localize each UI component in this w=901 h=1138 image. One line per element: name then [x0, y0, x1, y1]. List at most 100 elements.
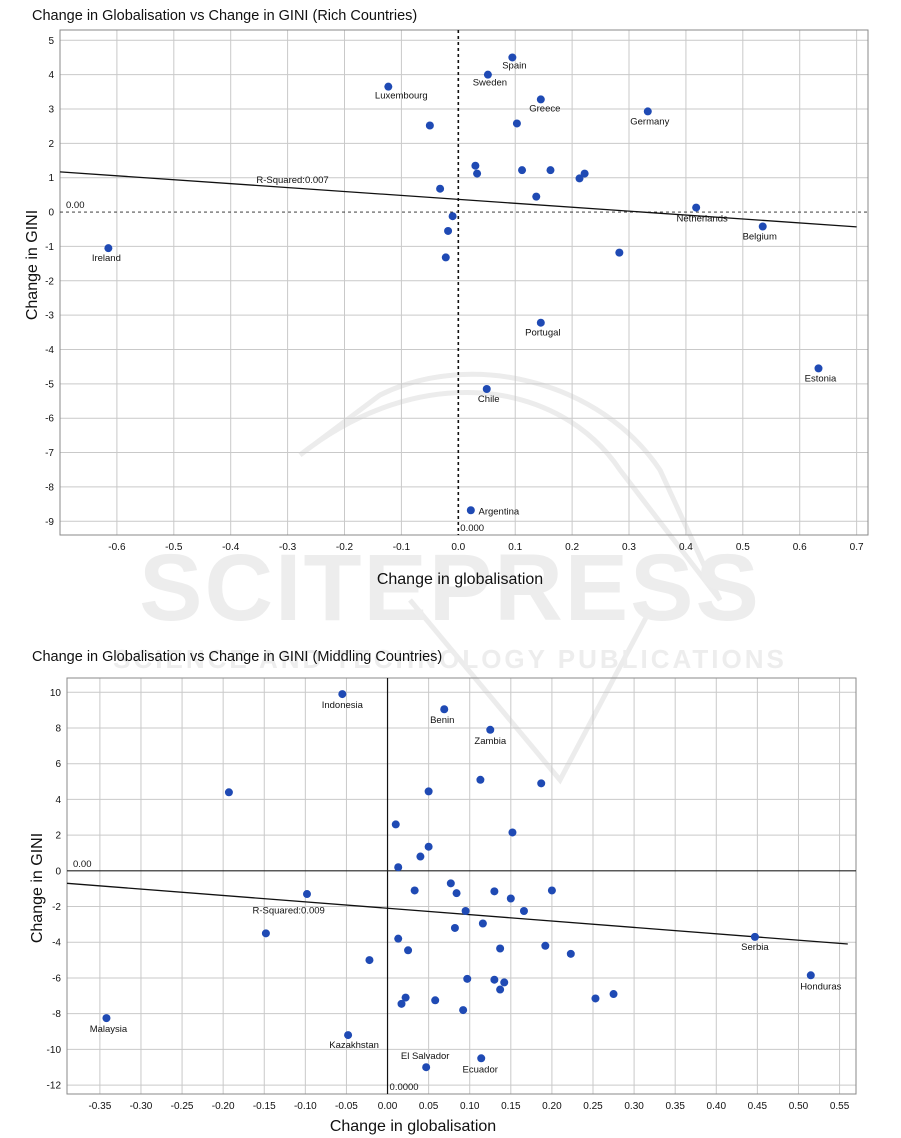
data-point — [471, 161, 480, 170]
x-tick-label: 0.0 — [451, 542, 465, 553]
trend-line — [59, 171, 857, 228]
data-point — [758, 222, 767, 231]
data-point — [450, 923, 459, 932]
data-point — [448, 212, 457, 221]
point-label: Argentina — [478, 506, 519, 517]
y-tick-label: 2 — [55, 831, 61, 842]
y-tick-label: -3 — [45, 311, 54, 322]
x-tick-label: 0.45 — [748, 1101, 768, 1112]
watermark-sub-text: SCIENCE AND TECHNOLOGY PUBLICATIONS — [113, 644, 787, 674]
y-tick-label: -8 — [52, 1009, 61, 1020]
y-axis-title: Change in GINI — [29, 833, 46, 943]
data-point — [401, 993, 410, 1002]
x-tick-label: 0.50 — [789, 1101, 809, 1112]
point-label: Germany — [630, 116, 669, 127]
point-label: Estonia — [805, 373, 837, 384]
chart-title: Change in Globalisation vs Change in GIN… — [32, 649, 442, 665]
x-tick-label: -0.15 — [253, 1101, 276, 1112]
x-tick-label: -0.1 — [393, 542, 411, 553]
point-label: Malaysia — [90, 1024, 128, 1035]
data-point — [486, 725, 495, 734]
data-point — [416, 852, 425, 861]
data-point — [536, 318, 545, 327]
data-point — [394, 934, 403, 943]
data-point — [463, 974, 472, 983]
data-point — [580, 169, 589, 178]
x-tick-label: 0.2 — [565, 542, 579, 553]
x-tick-label: 0.6 — [793, 542, 807, 553]
zero-y-label: 0.00 — [66, 200, 85, 211]
point-label: Ecuador — [463, 1064, 498, 1075]
data-point — [104, 244, 113, 253]
data-point — [441, 253, 450, 262]
data-point — [609, 990, 618, 999]
x-tick-label: -0.2 — [336, 542, 354, 553]
data-point — [344, 1031, 353, 1040]
data-point — [444, 226, 453, 235]
y-tick-label: -2 — [52, 902, 61, 913]
point-label: Belgium — [743, 232, 777, 243]
x-tick-label: 0.10 — [460, 1101, 480, 1112]
zero-y-label: 0.00 — [73, 859, 92, 870]
data-point — [537, 779, 546, 788]
y-tick-label: -7 — [45, 448, 54, 459]
data-point — [473, 169, 482, 178]
point-label: Honduras — [800, 981, 841, 992]
data-point — [536, 95, 545, 104]
data-point — [483, 70, 492, 79]
y-tick-label: -6 — [52, 973, 61, 984]
point-label: Luxembourg — [375, 91, 428, 102]
data-point — [394, 863, 403, 872]
x-tick-label: -0.35 — [88, 1101, 111, 1112]
x-tick-label: 0.3 — [622, 542, 636, 553]
point-label: Spain — [502, 60, 526, 71]
data-point — [506, 894, 515, 903]
data-point — [519, 906, 528, 915]
data-point — [496, 944, 505, 953]
x-tick-label: 0.7 — [850, 542, 864, 553]
point-label: Ireland — [92, 253, 121, 264]
middling-countries-chart: -0.35 -0.30 -0.25 -0.20 -0.15 -0.10 -0.05 0.00 0… — [29, 649, 857, 1135]
x-tick-label: 0.00 — [378, 1101, 398, 1112]
data-point — [566, 949, 575, 958]
data-point — [384, 82, 393, 91]
data-point — [478, 919, 487, 928]
y-tick-label: -6 — [45, 414, 54, 425]
data-point — [591, 994, 600, 1003]
data-point — [302, 890, 311, 899]
y-tick-label: -5 — [45, 379, 54, 390]
point-label: Kazakhstan — [329, 1040, 379, 1051]
data-point — [461, 906, 470, 915]
chart-title: Change in Globalisation vs Change in GIN… — [32, 8, 417, 24]
data-point — [518, 166, 527, 175]
x-tick-label: -0.25 — [171, 1101, 194, 1112]
x-axis-title: Change in globalisation — [377, 571, 543, 588]
data-point — [512, 119, 521, 128]
data-point — [391, 820, 400, 829]
data-point — [425, 121, 434, 130]
plot-frame — [66, 677, 857, 1095]
data-point — [446, 879, 455, 888]
x-tick-label: -0.3 — [279, 542, 297, 553]
data-point — [422, 1063, 431, 1072]
y-tick-label: 2 — [48, 139, 54, 150]
data-point — [102, 1014, 111, 1023]
data-point — [459, 1006, 468, 1015]
data-point — [532, 192, 541, 201]
y-tick-label: 4 — [48, 70, 54, 81]
point-label: El Salvador — [401, 1051, 450, 1062]
data-point — [397, 999, 406, 1008]
x-tick-label: 0.05 — [419, 1101, 439, 1112]
x-axis-title: Change in globalisation — [330, 1118, 496, 1135]
data-point — [365, 956, 374, 965]
x-tick-label: -0.10 — [294, 1101, 317, 1112]
data-point — [750, 932, 759, 941]
x-tick-label: 0.20 — [542, 1101, 562, 1112]
x-tick-label: 0.35 — [665, 1101, 685, 1112]
data-point — [424, 842, 433, 851]
data-point — [546, 166, 555, 175]
point-label: Chile — [478, 394, 500, 405]
x-tick-label: 0.15 — [501, 1101, 521, 1112]
x-tick-label: -0.20 — [212, 1101, 235, 1112]
data-point — [477, 1054, 486, 1063]
